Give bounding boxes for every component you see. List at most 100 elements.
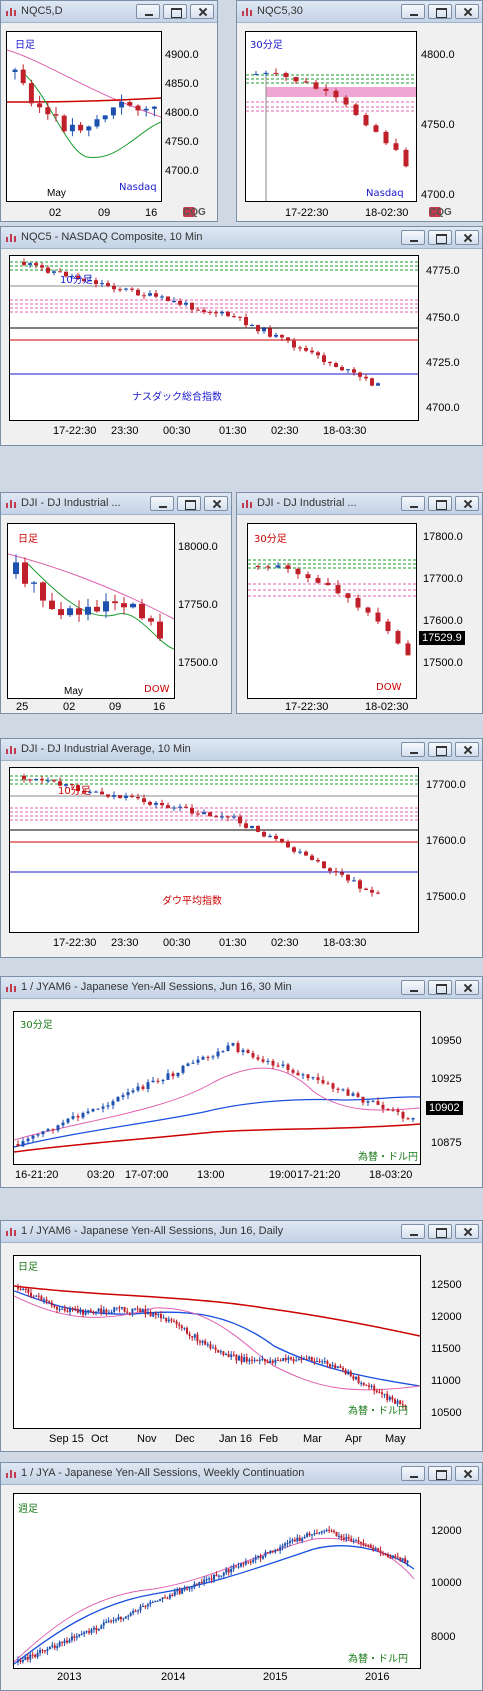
maximize-button[interactable]	[428, 230, 452, 245]
maximize-button[interactable]	[428, 742, 452, 757]
title-bar[interactable]: 1 / JYAM6 - Japanese Yen-All Sessions, J…	[1, 1221, 482, 1243]
candle-body	[190, 807, 194, 814]
title-bar[interactable]: 1 / JYAM6 - Japanese Yen-All Sessions, J…	[1, 977, 482, 999]
candle-body	[253, 1359, 256, 1361]
chart-plot[interactable]: 日足 為替・ドル円	[13, 1255, 421, 1429]
candle-body	[405, 643, 411, 656]
candle-body	[301, 1538, 304, 1542]
candle-body	[165, 1317, 168, 1322]
minimize-button[interactable]	[401, 1466, 425, 1481]
candle-body	[168, 1595, 171, 1599]
minimize-button[interactable]	[401, 230, 425, 245]
candle-body	[262, 1556, 264, 1559]
candle-body	[108, 1312, 110, 1314]
close-button[interactable]	[455, 742, 479, 757]
y-tick: 4750.0	[165, 136, 199, 148]
maximize-button[interactable]	[428, 4, 452, 19]
close-button[interactable]	[204, 496, 228, 511]
candle-body	[119, 102, 125, 108]
minimize-button[interactable]	[401, 742, 425, 757]
chart-window-jyam6-30min[interactable]: 1 / JYAM6 - Japanese Yen-All Sessions, J…	[0, 976, 483, 1188]
chart-plot[interactable]: 日足 DOW May	[7, 523, 175, 699]
candle-body	[66, 1118, 70, 1123]
candle-body	[227, 1569, 230, 1573]
chart-window-dji-30min[interactable]: DJI - DJ Industrial ... 30分足 DOW 17800.0…	[236, 492, 483, 714]
minimize-button[interactable]	[401, 4, 425, 19]
close-button[interactable]	[455, 4, 479, 19]
candle-body	[263, 72, 269, 74]
candle-body	[164, 1597, 166, 1599]
candle-body	[257, 1556, 260, 1558]
candle-body	[381, 1104, 385, 1109]
title-bar[interactable]: 1 / JYA - Japanese Yen-All Sessions, Wee…	[1, 1463, 482, 1485]
title-bar[interactable]: NQC5,30	[237, 1, 482, 23]
candle-body	[364, 1544, 367, 1546]
candle-body	[127, 1615, 130, 1617]
candle-body	[184, 806, 188, 808]
maximize-button[interactable]	[428, 1224, 452, 1239]
title-bar[interactable]: DJI - DJ Industrial ...	[237, 493, 482, 515]
candle-body	[286, 1064, 290, 1070]
candle-body	[376, 892, 380, 894]
chart-window-nqc5-10min[interactable]: NQC5 - NASDAQ Composite, 10 Min 10分足 ナスダ…	[0, 226, 483, 446]
chart-plot[interactable]: 30分足 Nasdaq	[245, 31, 417, 202]
candle-body	[34, 1654, 37, 1657]
close-button[interactable]	[455, 1466, 479, 1481]
candle-body	[279, 1547, 282, 1551]
close-button[interactable]	[190, 4, 214, 19]
candle-body	[94, 280, 98, 284]
chart-window-jya-weekly[interactable]: 1 / JYA - Japanese Yen-All Sessions, Wee…	[0, 1462, 483, 1691]
candle-body	[268, 328, 272, 337]
minimize-button[interactable]	[401, 980, 425, 995]
close-button[interactable]	[455, 980, 479, 995]
chart-plot[interactable]: 10分足 ダウ平均指数	[9, 767, 419, 933]
candle-body	[175, 1321, 178, 1325]
x-tick: 19:00	[269, 1169, 297, 1181]
close-button[interactable]	[455, 230, 479, 245]
candle-body	[61, 1308, 64, 1310]
maximize-button[interactable]	[177, 496, 201, 511]
title-bar[interactable]: DJI - DJ Industrial ...	[1, 493, 231, 515]
maximize-button[interactable]	[428, 1466, 452, 1481]
candle-body	[208, 1578, 211, 1580]
candle-body	[95, 1311, 97, 1314]
candle-body	[355, 597, 361, 608]
chart-plot[interactable]: 週足 為替・ドル円	[13, 1493, 421, 1669]
chart-window-dji-daily[interactable]: DJI - DJ Industrial ... 日足 DOW May 18000…	[0, 492, 232, 714]
chart-window-dji-10min[interactable]: DJI - DJ Industrial Average, 10 Min 10分足…	[0, 738, 483, 958]
chart-plot[interactable]: 30分足 為替・ドル円	[13, 1011, 421, 1165]
candle-body	[271, 1360, 274, 1363]
chart-plot[interactable]: 30分足 DOW	[247, 523, 417, 699]
candle-body	[230, 1569, 233, 1573]
minimize-button[interactable]	[136, 4, 160, 19]
chart-window-nqc5-daily[interactable]: NQC5,D 日足 Nasdaq May 4900.0 4850.0 4800.…	[0, 0, 218, 222]
chart-window-jyam6-daily[interactable]: 1 / JYAM6 - Japanese Yen-All Sessions, J…	[0, 1220, 483, 1452]
candle-body	[217, 1575, 220, 1577]
title-bar[interactable]: NQC5 - NASDAQ Composite, 10 Min	[1, 227, 482, 249]
minimize-button[interactable]	[401, 1224, 425, 1239]
maximize-button[interactable]	[163, 4, 187, 19]
title-bar[interactable]: DJI - DJ Industrial Average, 10 Min	[1, 739, 482, 761]
candle-body	[238, 816, 242, 824]
minimize-button[interactable]	[150, 496, 174, 511]
chart-window-nqc5-30min[interactable]: NQC5,30 30分足 Nasdaq 4800.0 4750.0 4700.0…	[236, 0, 483, 222]
candle-body	[43, 1650, 46, 1652]
candle-body	[22, 262, 26, 265]
y-tick: 10925	[431, 1073, 462, 1085]
maximize-button[interactable]	[428, 496, 452, 511]
candle-body	[159, 1598, 162, 1601]
close-button[interactable]	[455, 496, 479, 511]
title-bar[interactable]: NQC5,D	[1, 1, 217, 23]
close-button[interactable]	[455, 1224, 479, 1239]
chart-plot[interactable]: 10分足 ナスダック総合指数	[9, 255, 419, 421]
instrument-label: DOW	[376, 682, 402, 693]
candle-body	[172, 807, 176, 809]
candle-body	[139, 1308, 142, 1313]
timeframe-tag: 30分足	[250, 40, 283, 51]
maximize-button[interactable]	[428, 980, 452, 995]
minimize-button[interactable]	[401, 496, 425, 511]
candle-body	[235, 1354, 238, 1361]
candle-body	[173, 1591, 176, 1596]
chart-plot[interactable]: 日足 Nasdaq May	[6, 31, 162, 202]
candle-body	[355, 1376, 357, 1380]
